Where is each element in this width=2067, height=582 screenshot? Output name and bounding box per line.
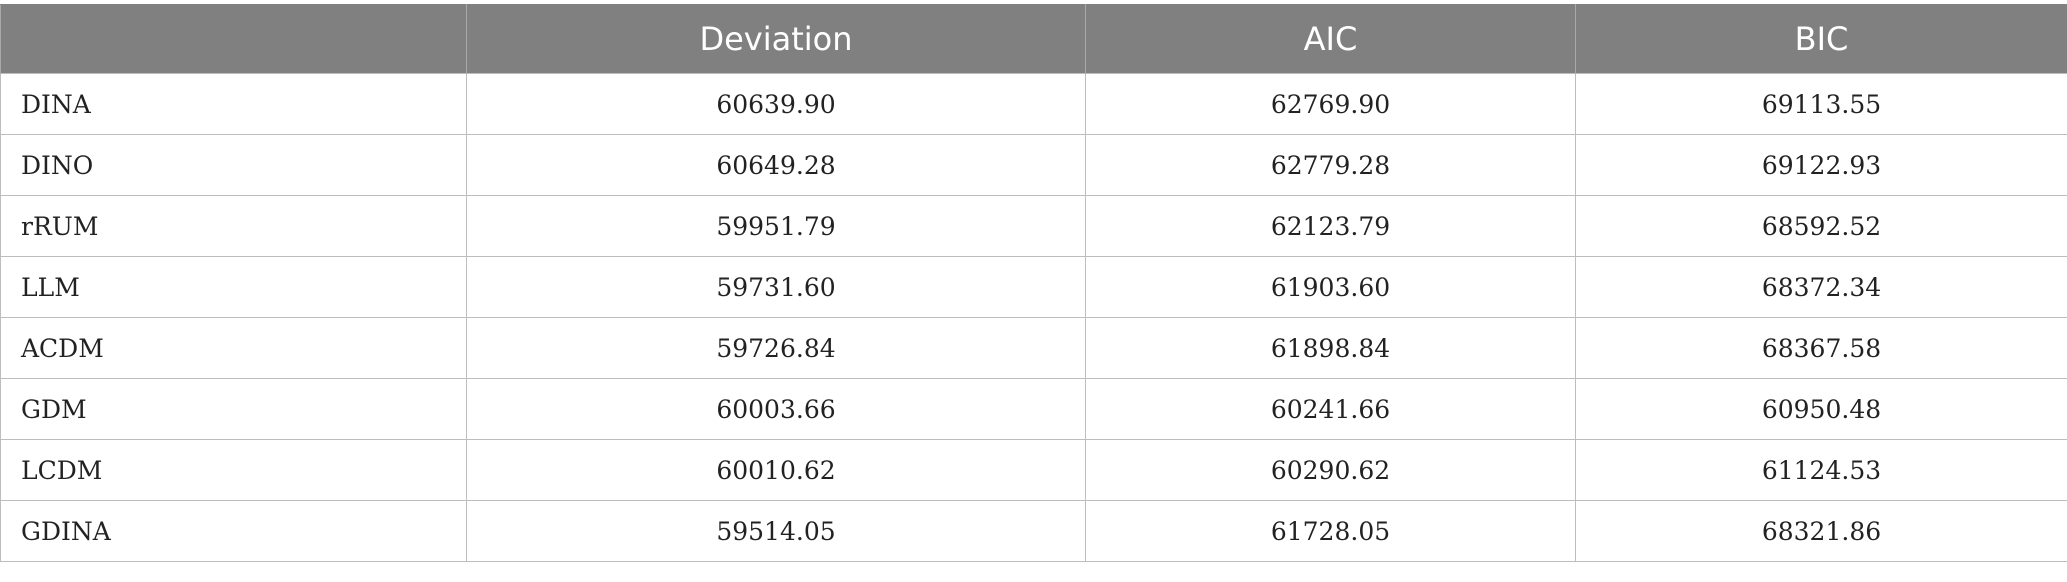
table-row: DINA 60639.90 62769.90 69113.55 (0, 73, 2067, 135)
deviation-value: 60010.62 (466, 439, 1086, 501)
aic-value: 62779.28 (1085, 134, 1576, 196)
model-fit-table: Deviation AIC BIC DINA 60639.90 62769.90… (0, 4, 2067, 562)
aic-value: 62769.90 (1085, 73, 1576, 135)
bic-value: 68321.86 (1575, 500, 2067, 562)
bic-value: 68372.34 (1575, 256, 2067, 318)
bic-value: 61124.53 (1575, 439, 2067, 501)
deviation-value: 59726.84 (466, 317, 1086, 379)
row-label: ACDM (0, 317, 467, 379)
aic-value: 61898.84 (1085, 317, 1576, 379)
deviation-value: 59951.79 (466, 195, 1086, 257)
aic-value: 62123.79 (1085, 195, 1576, 257)
deviation-value: 59731.60 (466, 256, 1086, 318)
row-label: GDM (0, 378, 467, 440)
table-header-row: Deviation AIC BIC (0, 4, 2067, 74)
table-row: ACDM 59726.84 61898.84 68367.58 (0, 317, 2067, 379)
aic-value: 60290.62 (1085, 439, 1576, 501)
table-row: DINO 60649.28 62779.28 69122.93 (0, 134, 2067, 196)
bic-value: 68367.58 (1575, 317, 2067, 379)
bic-value: 60950.48 (1575, 378, 2067, 440)
header-deviation: Deviation (466, 4, 1086, 74)
table-row: LCDM 60010.62 60290.62 61124.53 (0, 439, 2067, 501)
table-row: GDINA 59514.05 61728.05 68321.86 (0, 500, 2067, 562)
row-label: rRUM (0, 195, 467, 257)
aic-value: 60241.66 (1085, 378, 1576, 440)
table-row: LLM 59731.60 61903.60 68372.34 (0, 256, 2067, 318)
row-label: DINA (0, 73, 467, 135)
header-bic: BIC (1575, 4, 2067, 74)
row-label: LLM (0, 256, 467, 318)
row-label: LCDM (0, 439, 467, 501)
row-label: GDINA (0, 500, 467, 562)
row-label: DINO (0, 134, 467, 196)
deviation-value: 60003.66 (466, 378, 1086, 440)
bic-value: 68592.52 (1575, 195, 2067, 257)
header-model (0, 4, 467, 74)
bic-value: 69122.93 (1575, 134, 2067, 196)
table-row: rRUM 59951.79 62123.79 68592.52 (0, 195, 2067, 257)
model-fit-table-container: Deviation AIC BIC DINA 60639.90 62769.90… (0, 4, 2067, 562)
deviation-value: 60649.28 (466, 134, 1086, 196)
header-aic: AIC (1085, 4, 1576, 74)
bic-value: 69113.55 (1575, 73, 2067, 135)
aic-value: 61903.60 (1085, 256, 1576, 318)
deviation-value: 59514.05 (466, 500, 1086, 562)
deviation-value: 60639.90 (466, 73, 1086, 135)
aic-value: 61728.05 (1085, 500, 1576, 562)
table-row: GDM 60003.66 60241.66 60950.48 (0, 378, 2067, 440)
